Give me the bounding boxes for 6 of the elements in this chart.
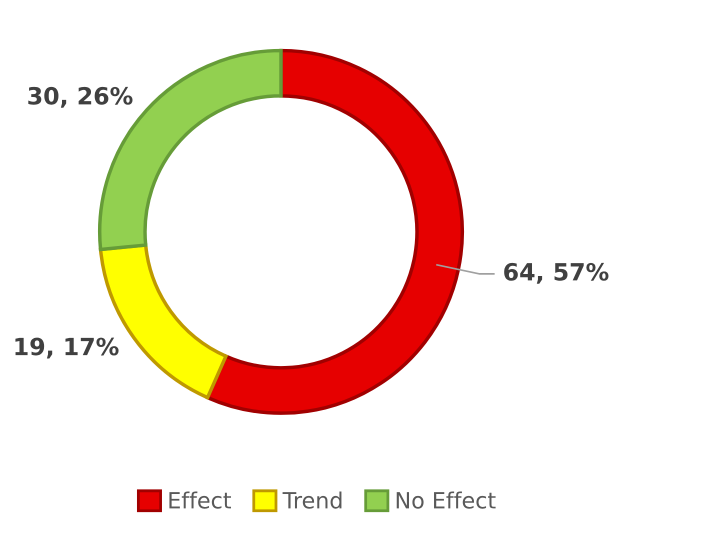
legend-label: No Effect	[396, 491, 496, 509]
data-label: 19, 17%	[15, 338, 119, 358]
data-label: 64, 57%	[504, 262, 608, 284]
legend-label: Trend	[282, 491, 342, 509]
data-label: 30, 26%	[28, 86, 133, 108]
legend-label: Effect	[169, 491, 232, 509]
